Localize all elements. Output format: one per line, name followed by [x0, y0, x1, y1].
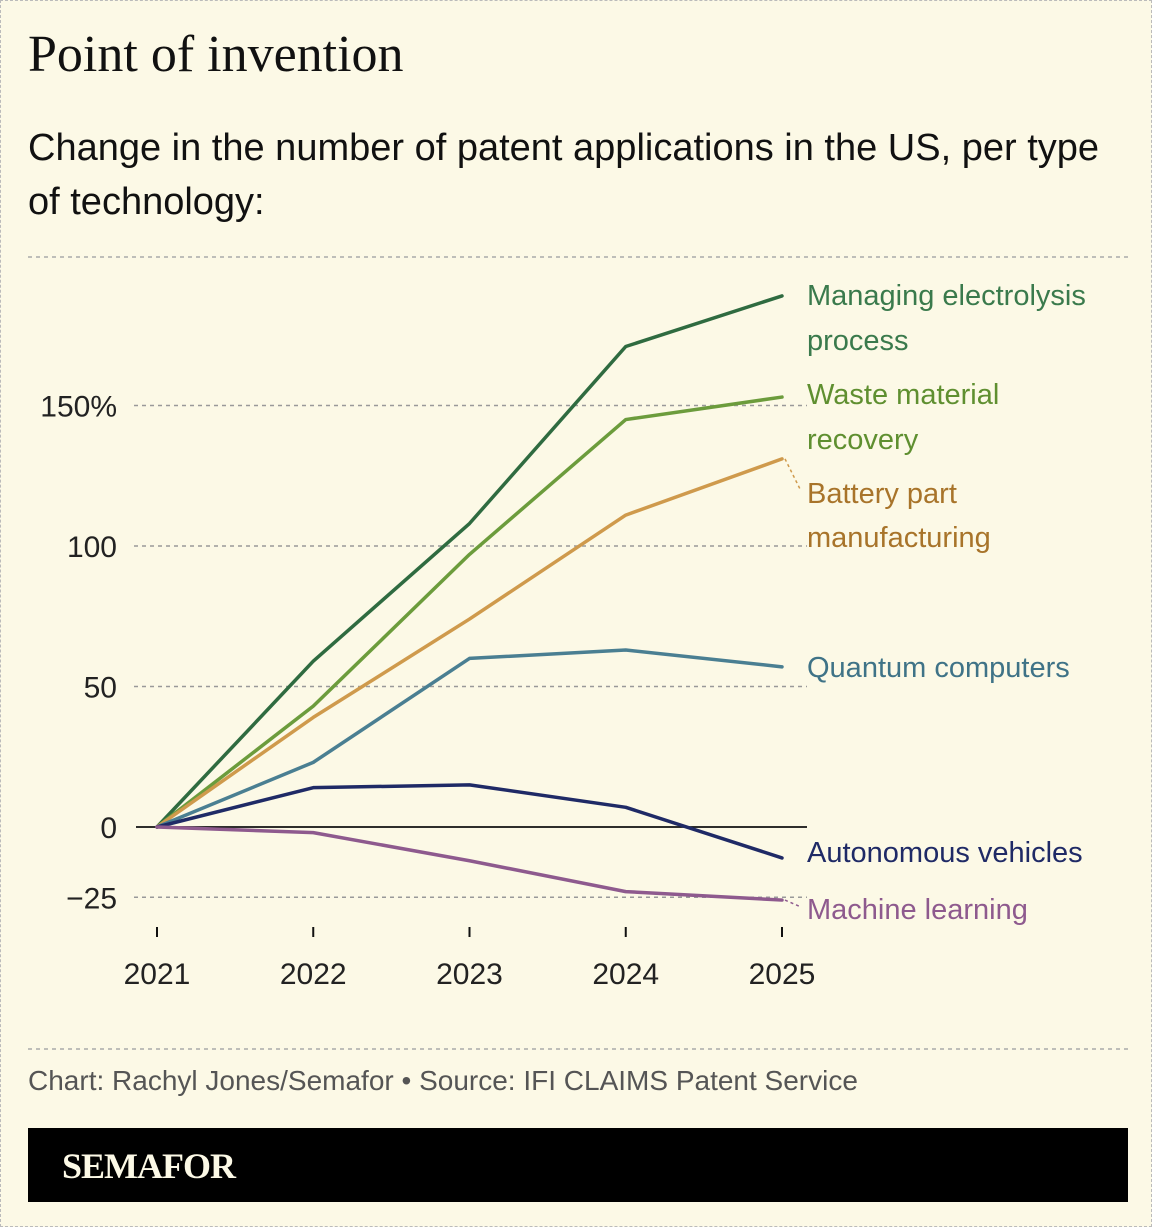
series-line-quantum-computers	[155, 648, 784, 829]
x-tick-label: 2022	[280, 958, 347, 991]
y-tick-label: 50	[84, 672, 117, 705]
series-line-managing-electrolysis-process	[155, 294, 784, 829]
series-label: Machine learning	[807, 894, 1028, 926]
semafor-logo: SEMAFOR	[62, 1146, 236, 1186]
series-label: process	[807, 325, 909, 357]
series-label: Quantum computers	[807, 652, 1070, 684]
brand-bar: SEMAFOR	[28, 1128, 1128, 1202]
y-tick-label: 100	[67, 531, 117, 564]
series-line-battery-part-manufacturing	[155, 457, 784, 829]
series-label: Waste material	[807, 379, 999, 411]
chart-title: Point of invention	[28, 26, 404, 83]
x-tick-label: 2021	[124, 958, 191, 991]
series-line-autonomous-vehicles	[155, 783, 784, 860]
series-line-machine-learning	[155, 825, 784, 902]
series-label: manufacturing	[807, 522, 991, 554]
label-leader	[784, 458, 802, 492]
series-label: recovery	[807, 424, 919, 456]
label-leader	[784, 899, 802, 908]
y-tick-label: 0	[100, 812, 117, 845]
series-line-waste-material-recovery	[155, 395, 784, 829]
x-tick-label: 2024	[592, 958, 659, 991]
series-label: Autonomous vehicles	[807, 837, 1083, 869]
series-label: Battery part	[807, 478, 957, 510]
x-tick-label: 2025	[749, 958, 816, 991]
x-tick-label: 2023	[436, 958, 503, 991]
y-tick-label: −25	[66, 882, 117, 915]
y-tick-label: 150%	[40, 391, 117, 424]
source-credit: Chart: Rachyl Jones/Semafor • Source: IF…	[28, 1065, 858, 1096]
chart-subtitle: Change in the number of patent applicati…	[28, 127, 1100, 223]
series-label: Managing electrolysis	[807, 280, 1086, 312]
